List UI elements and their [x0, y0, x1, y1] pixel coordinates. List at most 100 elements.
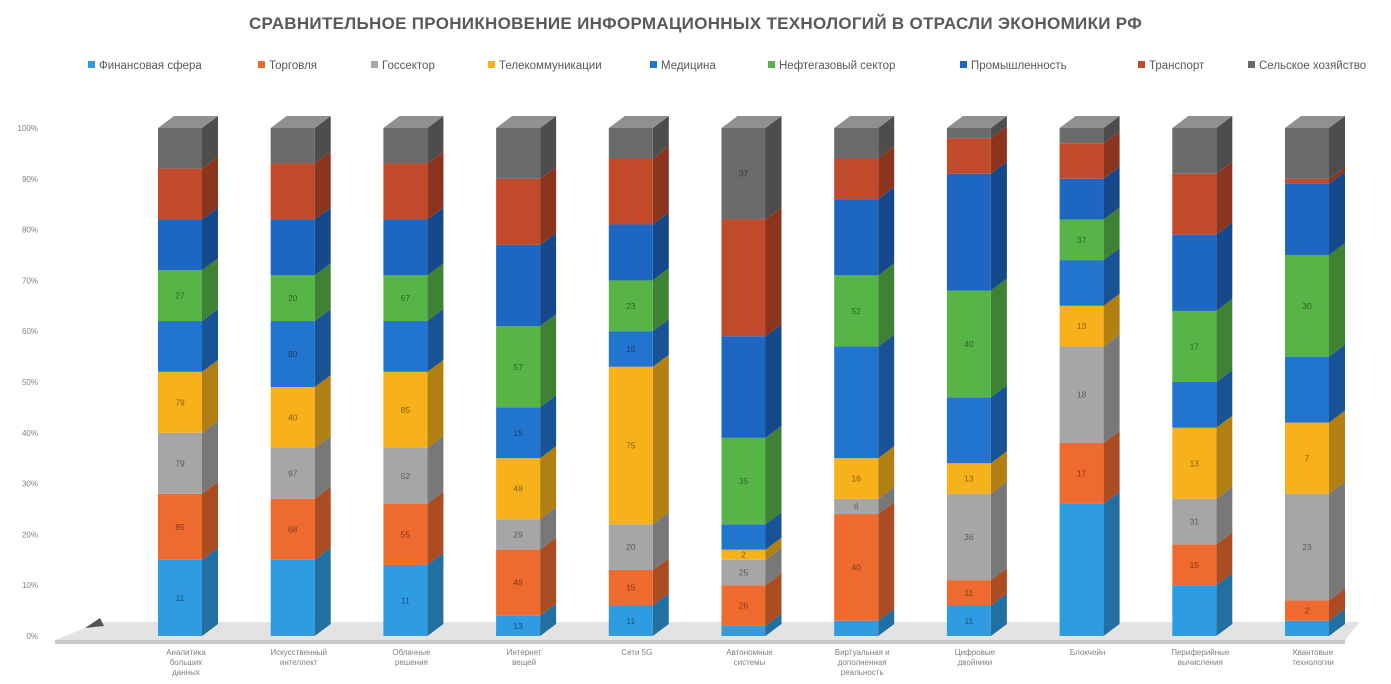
x-tick-label: Автономные системы: [726, 648, 773, 667]
bar-segment-side: [878, 502, 895, 621]
bar-segment: [946, 463, 991, 494]
bar-segment-side: [1329, 588, 1345, 621]
bar-segment-side: [540, 232, 557, 327]
bar-segment: [608, 280, 653, 332]
bar-segment-side: [1103, 116, 1120, 144]
legend-swatch: [371, 61, 378, 68]
bar-top: [1172, 116, 1233, 128]
bar-segment: [1059, 260, 1104, 306]
legend-label: Телекоммуникации: [499, 60, 602, 72]
bar-segment: [383, 128, 428, 164]
bar-segment-side: [990, 385, 1007, 464]
bar-segment-side: [1329, 166, 1345, 184]
bar-segment: [1059, 442, 1104, 504]
bar-segment-side: [1329, 608, 1345, 636]
bar-segment-side: [765, 512, 782, 550]
bar-segment-side: [1103, 248, 1120, 306]
bar-segment: [158, 432, 202, 494]
bar-segment-side: [1216, 116, 1233, 174]
bar-segment-side: [878, 116, 895, 159]
bar-segment-side: [990, 116, 1007, 139]
bar-segment-side: [314, 151, 331, 220]
bar-top: [834, 116, 895, 128]
legend-item: Финансовая сфера: [88, 60, 202, 72]
data-label: 27: [175, 291, 185, 301]
x-tick-label: Аналитика больших данных: [166, 648, 206, 677]
bar-segment-side: [202, 359, 218, 433]
legend-item: Сельское хозяйство: [1248, 60, 1366, 72]
bar-segment-side: [427, 309, 444, 372]
data-label: 7: [1305, 453, 1310, 463]
bar-segment: [1285, 255, 1329, 357]
bar-segment-side: [1103, 430, 1120, 504]
data-label: 40: [964, 339, 974, 349]
bar-segment: [946, 128, 991, 139]
bar-segment: [1059, 503, 1104, 636]
bar-segment: [946, 397, 991, 464]
y-tick-label: 70%: [22, 276, 38, 285]
bar-segment: [158, 559, 202, 636]
y-tick-label: 0%: [26, 632, 38, 641]
legend-item: Медицина: [650, 60, 716, 72]
legend-item: Промышленность: [960, 60, 1067, 72]
bar-segment-side: [878, 486, 895, 515]
bar-segment: [1172, 382, 1217, 428]
bar-segment: [608, 605, 653, 636]
bar-segment: [721, 336, 766, 438]
data-label: 15: [626, 583, 636, 593]
bar-segment: [721, 585, 766, 626]
bar-segment-side: [202, 481, 218, 560]
bar-segment: [721, 128, 766, 220]
bar-segment-side: [314, 486, 331, 560]
bar-segment: [158, 168, 202, 220]
bar-segment-side: [878, 263, 895, 347]
bar-segment-side: [1216, 415, 1233, 499]
bar-segment-side: [1329, 116, 1345, 179]
bar-segment: [834, 275, 879, 347]
bar-segment: [608, 158, 653, 225]
bar-segment-side: [1216, 222, 1233, 311]
bar-segment: [158, 270, 202, 322]
data-label: 80: [288, 349, 298, 359]
bar-segment: [496, 549, 541, 616]
legend-label: Медицина: [661, 60, 716, 72]
data-label: 11: [626, 616, 635, 626]
data-label: 40: [851, 562, 861, 572]
bar-segment-side: [652, 512, 669, 570]
bar-segment: [1285, 178, 1329, 184]
bar-segment-side: [202, 258, 218, 322]
bar-segment: [721, 437, 766, 525]
bar-segment: [496, 519, 541, 550]
bar-segment-side: [990, 278, 1007, 398]
bar-segment: [834, 158, 879, 200]
bar-segment: [1285, 356, 1329, 423]
bar-segment: [158, 219, 202, 271]
bar-segment: [834, 514, 879, 621]
data-label: 29: [513, 529, 523, 539]
chart-title: СРАВНИТЕЛЬНОЕ ПРОНИКНОВЕНИЕ ИНФОРМАЦИОНН…: [248, 14, 1143, 33]
bar-segment: [158, 128, 202, 169]
legend-swatch: [650, 61, 657, 68]
bar-segment: [496, 458, 541, 520]
bar-segment-side: [1216, 161, 1233, 235]
bar-segment-side: [314, 116, 331, 164]
bar-segment: [1285, 128, 1329, 179]
data-label: 26: [739, 601, 749, 611]
bar-segment-side: [1103, 166, 1120, 220]
bar-segment-side: [878, 146, 895, 200]
bar-segment-side: [765, 573, 782, 626]
bar-segment-side: [202, 420, 218, 494]
y-tick-label: 50%: [22, 378, 38, 387]
bar-segment: [1059, 219, 1104, 261]
bar-segment: [158, 493, 202, 560]
data-label: 11: [401, 595, 410, 605]
bar-segment-side: [540, 395, 557, 459]
legend-label: Финансовая сфера: [99, 60, 202, 72]
bar-segment: [270, 387, 315, 449]
bar-segment-side: [1329, 410, 1345, 494]
bar-segment: [496, 407, 541, 459]
data-label: 48: [513, 484, 523, 494]
x-tick-label: Облачные решения: [392, 648, 431, 667]
y-tick-label: 10%: [22, 581, 38, 590]
bar-segment: [270, 498, 315, 560]
